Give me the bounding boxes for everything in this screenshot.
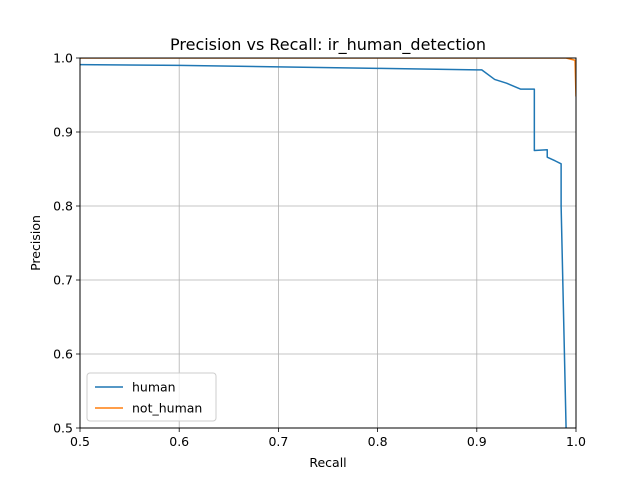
y-tick-label: 0.8: [53, 199, 73, 214]
legend: human not_human: [86, 372, 217, 422]
y-tick-label: 0.7: [53, 273, 73, 288]
series-line-human: [80, 63, 567, 428]
x-tick-label: 0.7: [268, 434, 288, 449]
y-axis-label: Precision: [28, 215, 43, 271]
x-axis-label: Recall: [309, 455, 346, 470]
x-tick-label: 0.5: [70, 434, 90, 449]
x-tick-label: 1.0: [566, 434, 586, 449]
y-axis-ticks: 0.5 0.6 0.7 0.8 0.9 1.0: [53, 51, 80, 436]
y-tick-label: 0.6: [53, 347, 73, 362]
x-axis-ticks: 0.5 0.6 0.7 0.8 0.9 1.0: [70, 428, 586, 449]
x-tick-label: 0.9: [467, 434, 487, 449]
chart-title: Precision vs Recall: ir_human_detection: [170, 35, 486, 55]
y-tick-label: 0.5: [53, 421, 73, 436]
y-tick-label: 1.0: [53, 51, 73, 66]
y-tick-label: 0.9: [53, 125, 73, 140]
series-line-not_human: [80, 58, 576, 97]
legend-box: [86, 372, 217, 422]
x-tick-label: 0.6: [169, 434, 189, 449]
plot-series: [80, 58, 576, 428]
legend-label-human: human: [132, 380, 176, 395]
plot-frame: [79, 57, 577, 429]
x-tick-label: 0.8: [368, 434, 388, 449]
legend-label-not_human: not_human: [132, 401, 202, 416]
grid: [79, 57, 577, 429]
